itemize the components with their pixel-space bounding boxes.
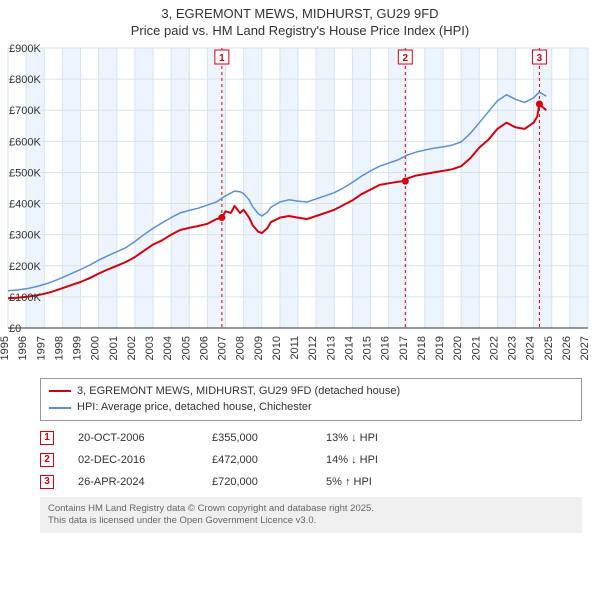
sale-price: £720,000	[212, 476, 302, 488]
sale-price: £472,000	[212, 454, 302, 466]
svg-text:2006: 2006	[198, 336, 210, 360]
svg-text:2018: 2018	[416, 336, 428, 360]
svg-text:1997: 1997	[35, 336, 47, 360]
svg-text:2026: 2026	[561, 336, 573, 360]
svg-text:£900K: £900K	[9, 44, 41, 55]
svg-text:3: 3	[537, 53, 543, 64]
svg-text:£100K: £100K	[9, 292, 41, 304]
svg-text:2014: 2014	[343, 336, 355, 360]
sale-diff: 14% ↓ HPI	[326, 454, 426, 466]
sales-row: 1 20-OCT-2006 £355,000 13% ↓ HPI	[40, 427, 582, 449]
legend-box: 3, EGREMONT MEWS, MIDHURST, GU29 9FD (de…	[40, 378, 582, 421]
sale-marker-icon: 3	[40, 475, 54, 489]
svg-text:2002: 2002	[126, 336, 138, 360]
sale-date: 26-APR-2024	[78, 476, 188, 488]
sale-diff: 5% ↑ HPI	[326, 476, 426, 488]
svg-text:1: 1	[219, 53, 225, 64]
footer-line: This data is licensed under the Open Gov…	[48, 515, 574, 527]
svg-text:£200K: £200K	[9, 261, 41, 273]
legend-row: 3, EGREMONT MEWS, MIDHURST, GU29 9FD (de…	[49, 383, 573, 400]
sales-row: 3 26-APR-2024 £720,000 5% ↑ HPI	[40, 471, 582, 493]
title-line-2: Price paid vs. HM Land Registry's House …	[10, 23, 590, 40]
legend-label: 3, EGREMONT MEWS, MIDHURST, GU29 9FD (de…	[77, 383, 400, 400]
title-line-1: 3, EGREMONT MEWS, MIDHURST, GU29 9FD	[10, 6, 590, 23]
svg-text:2009: 2009	[253, 336, 265, 360]
line-chart-svg: 1 2 3 £0 £100K £200K £300K £400K £500K £600K £700K…	[0, 44, 600, 374]
svg-text:2: 2	[403, 53, 409, 64]
svg-text:2020: 2020	[452, 336, 464, 360]
svg-text:2015: 2015	[362, 336, 374, 360]
svg-text:2005: 2005	[180, 336, 192, 360]
svg-text:1996: 1996	[17, 336, 29, 360]
svg-text:2003: 2003	[144, 336, 156, 360]
svg-text:2017: 2017	[398, 336, 410, 360]
svg-text:2016: 2016	[380, 336, 392, 360]
footer-line: Contains HM Land Registry data © Crown c…	[48, 503, 574, 515]
svg-text:2021: 2021	[470, 336, 482, 360]
svg-text:2019: 2019	[434, 336, 446, 360]
svg-text:2008: 2008	[235, 336, 247, 360]
svg-text:2004: 2004	[162, 336, 174, 360]
svg-text:£600K: £600K	[9, 136, 41, 148]
legend-swatch-property	[49, 390, 71, 392]
svg-text:2013: 2013	[325, 336, 337, 360]
svg-text:£300K: £300K	[9, 229, 41, 241]
svg-text:£0: £0	[9, 323, 21, 335]
sales-row: 2 02-DEC-2016 £472,000 14% ↓ HPI	[40, 449, 582, 471]
sale-marker-icon: 1	[40, 431, 54, 445]
svg-text:2000: 2000	[90, 336, 102, 360]
svg-text:1999: 1999	[72, 336, 84, 360]
sale-date: 02-DEC-2016	[78, 454, 188, 466]
svg-text:2027: 2027	[579, 336, 591, 360]
svg-text:2025: 2025	[543, 336, 555, 360]
svg-text:£700K: £700K	[9, 105, 41, 117]
svg-text:£500K: £500K	[9, 167, 41, 179]
footer-attribution: Contains HM Land Registry data © Crown c…	[40, 497, 582, 534]
chart-titles: 3, EGREMONT MEWS, MIDHURST, GU29 9FD Pri…	[0, 0, 600, 44]
sale-diff: 13% ↓ HPI	[326, 432, 426, 444]
sale-price: £355,000	[212, 432, 302, 444]
svg-text:2022: 2022	[488, 336, 500, 360]
chart-area: 1 2 3 £0 £100K £200K £300K £400K £500K £600K £700K…	[0, 44, 600, 374]
legend-row: HPI: Average price, detached house, Chic…	[49, 399, 573, 416]
svg-text:2010: 2010	[271, 336, 283, 360]
legend-label: HPI: Average price, detached house, Chic…	[77, 399, 312, 416]
svg-text:1998: 1998	[53, 336, 65, 360]
svg-text:£800K: £800K	[9, 74, 41, 86]
svg-text:1995: 1995	[0, 336, 11, 360]
svg-text:2024: 2024	[525, 336, 537, 360]
svg-text:2001: 2001	[108, 336, 120, 360]
sale-date: 20-OCT-2006	[78, 432, 188, 444]
svg-text:2011: 2011	[289, 336, 301, 360]
svg-text:2023: 2023	[507, 336, 519, 360]
svg-text:2012: 2012	[307, 336, 319, 360]
svg-text:2007: 2007	[217, 336, 229, 360]
legend-swatch-hpi	[49, 407, 71, 409]
svg-text:£400K: £400K	[9, 198, 41, 210]
sales-table: 1 20-OCT-2006 £355,000 13% ↓ HPI 2 02-DE…	[40, 427, 582, 493]
page-container: 3, EGREMONT MEWS, MIDHURST, GU29 9FD Pri…	[0, 0, 600, 533]
sale-marker-icon: 2	[40, 453, 54, 467]
